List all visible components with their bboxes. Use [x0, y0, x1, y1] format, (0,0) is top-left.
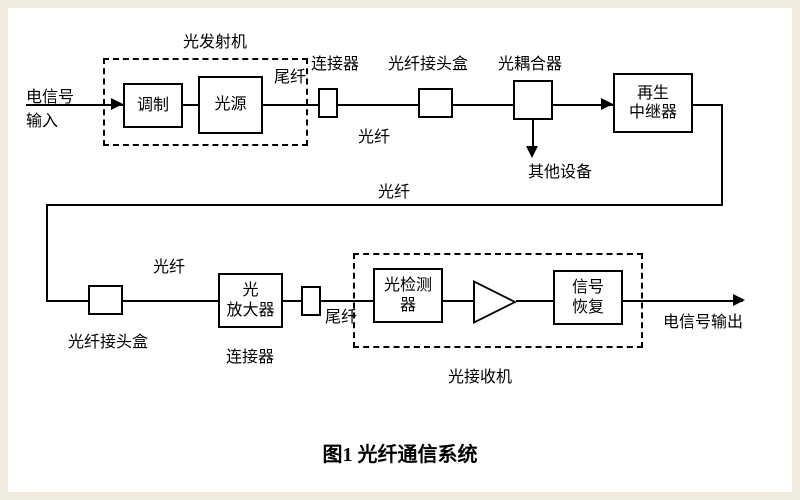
edge-src-conn1: [263, 104, 318, 106]
light-source-text: 光源: [214, 95, 246, 114]
arrow-input: [111, 98, 123, 110]
other-dev-label: 其他设备: [528, 158, 592, 182]
light-source-box: 光源: [198, 76, 263, 134]
arrow-regen: [601, 98, 613, 110]
connector2-label: 连接器: [226, 343, 274, 367]
edge-input: [26, 104, 123, 106]
edge-pd-tri: [443, 300, 473, 302]
photo-detector-text: 光检测器: [384, 276, 432, 314]
rx-title-label: 光接收机: [448, 363, 512, 387]
arrow-coupler-down: [526, 146, 538, 158]
pigtail-tx-label: 尾纤: [274, 63, 306, 87]
modulation-box: 调制: [123, 83, 183, 128]
arrow-output: [733, 294, 745, 306]
figure-caption: 图1 光纤通信系统: [8, 438, 792, 467]
fiber-mid-label: 光纤: [378, 178, 410, 202]
fiber-bot-label: 光纤: [153, 253, 185, 277]
edge-splice1-coupler: [453, 104, 513, 106]
splice2-label: 光纤接头盒: [68, 328, 148, 352]
regen-box: 再生中继器: [613, 73, 693, 133]
edge-sr-out: [623, 300, 743, 302]
modulation-text: 调制: [137, 96, 169, 115]
connector1-box: [318, 88, 338, 118]
connector1-label: 连接器: [311, 50, 359, 74]
photo-detector-box: 光检测器: [373, 268, 443, 323]
edge-regen-d1: [721, 104, 723, 204]
output-label: 电信号输出: [663, 308, 743, 332]
edge-regen-r: [693, 104, 723, 106]
tx-title-label: 光发射机: [183, 28, 247, 52]
edge-amp-conn2: [283, 300, 301, 302]
connector2-box: [301, 286, 321, 316]
signal-recovery-box: 信号恢复: [553, 270, 623, 325]
edge-to-splice2: [46, 300, 88, 302]
edge-tri-sr: [516, 300, 553, 302]
edge-splice2-amp: [123, 300, 218, 302]
edge-long-left: [46, 204, 723, 206]
signal-recovery-text: 信号恢复: [572, 278, 604, 316]
amplifier-triangle: [473, 280, 517, 324]
coupler-box: [513, 80, 553, 120]
input-label: 电信号输入: [26, 83, 74, 131]
coupler-label: 光耦合器: [498, 50, 562, 74]
regen-text: 再生中继器: [629, 84, 677, 122]
optical-amp-box: 光放大器: [218, 273, 283, 328]
splice1-label: 光纤接头盒: [388, 50, 468, 74]
edge-down-left: [46, 204, 48, 300]
optical-amp-text: 光放大器: [226, 281, 274, 319]
splice2-box: [88, 285, 123, 315]
splice1-box: [418, 88, 453, 118]
edge-mod-src: [183, 104, 198, 106]
edge-conn1-splice1: [338, 104, 418, 106]
diagram-canvas: 电信号输入 光发射机 调制 光源 尾纤 连接器 光纤 光纤接头盒 光耦合器 其他…: [8, 8, 792, 492]
fiber1-label: 光纤: [358, 123, 390, 147]
